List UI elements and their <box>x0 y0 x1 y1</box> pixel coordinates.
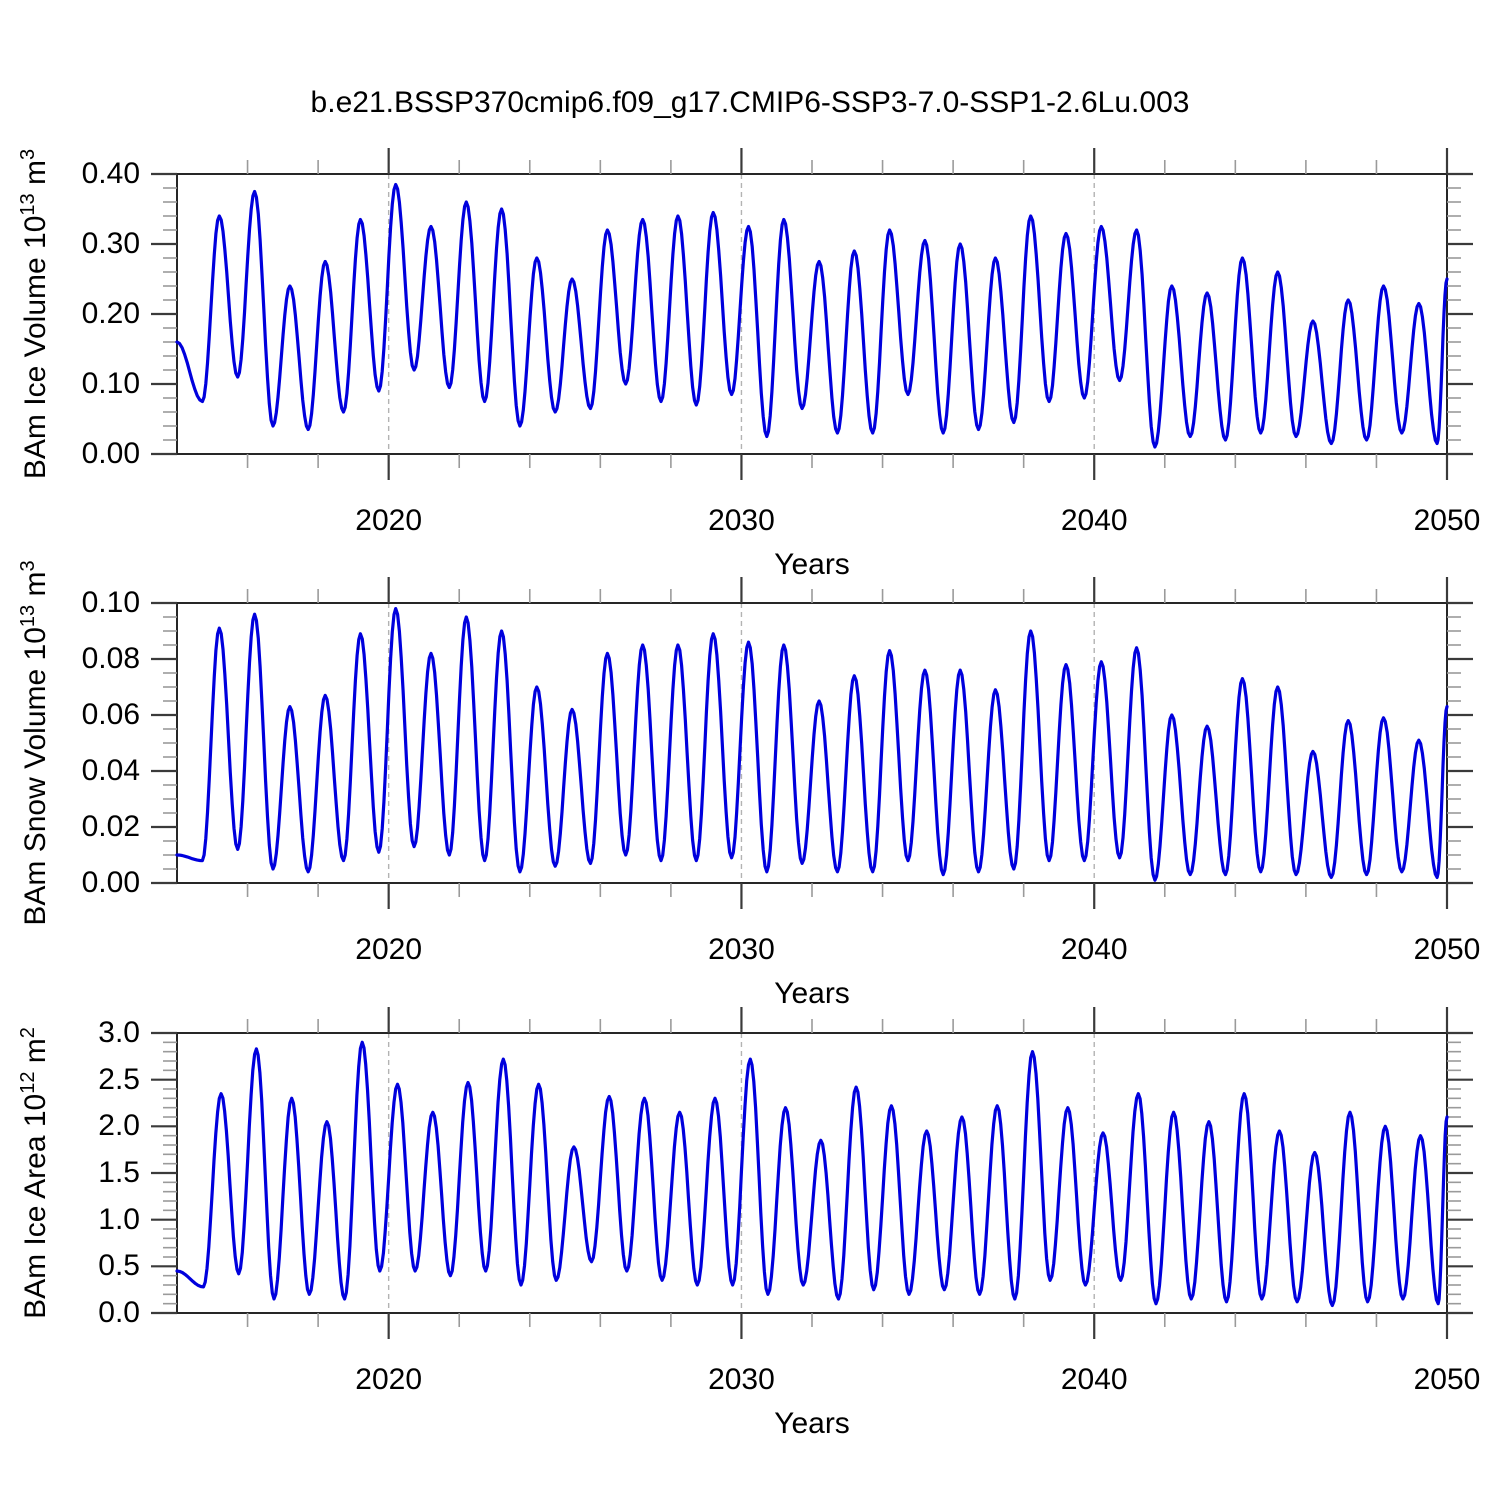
x-tick-label: 2050 <box>1413 933 1481 966</box>
x-tick-label: 2030 <box>708 933 775 966</box>
x-tick-label: 2050 <box>1413 1363 1481 1396</box>
y-tick-label: 0.20 <box>81 297 140 330</box>
y-tick-label: 0.10 <box>81 367 140 400</box>
series-line <box>175 607 1449 882</box>
series-line <box>175 1040 1449 1308</box>
y-axis-label: BAm Ice Volume 1013 m3 <box>17 148 52 480</box>
y-tick-label: 3.0 <box>98 1016 140 1049</box>
y-tick-label: 0.30 <box>81 227 140 260</box>
y-tick-label: 0.5 <box>98 1249 140 1283</box>
y-tick-label: 0.02 <box>81 810 140 843</box>
y-tick-label: 0.08 <box>81 642 140 675</box>
y-tick-label: 0.40 <box>81 157 140 190</box>
y-tick-label: 2.0 <box>98 1109 140 1143</box>
x-tick-label: 2020 <box>355 1363 423 1396</box>
y-tick-label: 0.06 <box>81 698 140 731</box>
y-tick-label: 0.04 <box>81 754 140 787</box>
x-tick-label: 2040 <box>1060 504 1128 537</box>
x-axis-label: Years <box>774 977 850 1010</box>
y-tick-label: 0.00 <box>81 437 140 470</box>
x-tick-label: 2040 <box>1060 933 1128 966</box>
y-tick-label: 0.10 <box>81 586 140 619</box>
x-tick-label: 2040 <box>1060 1363 1128 1396</box>
y-axis-label: BAm Snow Volume 1013 m3 <box>17 560 52 926</box>
x-tick-label: 2030 <box>708 504 775 537</box>
figure-title: b.e21.BSSP370cmip6.f09_g17.CMIP6-SSP3-7.… <box>310 86 1190 119</box>
y-axis-label: BAm Ice Area 1012 m2 <box>17 1027 52 1319</box>
y-tick-label: 0.0 <box>98 1296 140 1329</box>
series-line <box>175 182 1449 449</box>
y-tick-label: 1.5 <box>98 1156 140 1189</box>
x-tick-label: 2050 <box>1413 504 1481 537</box>
y-tick-label: 2.5 <box>98 1062 140 1096</box>
x-axis-label: Years <box>774 548 850 581</box>
y-tick-label: 0.00 <box>81 866 140 899</box>
x-tick-label: 2020 <box>355 504 423 537</box>
x-axis-label: Years <box>774 1407 850 1440</box>
x-tick-label: 2020 <box>355 933 423 966</box>
x-tick-label: 2030 <box>708 1363 775 1396</box>
y-tick-label: 1.0 <box>98 1202 140 1236</box>
